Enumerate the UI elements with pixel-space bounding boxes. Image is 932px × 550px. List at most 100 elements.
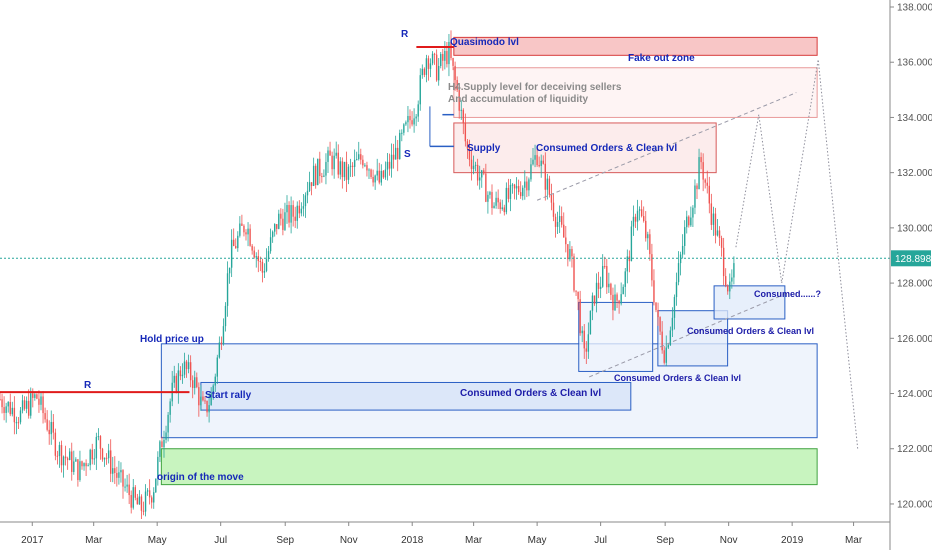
candle-body-328 xyxy=(671,317,674,331)
candle-body-82 xyxy=(167,414,169,433)
candle-body-155 xyxy=(317,158,319,186)
candle-body-31 xyxy=(62,456,65,466)
y-tick-label-8: 136.000 xyxy=(897,58,932,69)
y-tick-label-4: 128.000 xyxy=(897,279,932,290)
candle-body-116 xyxy=(237,235,239,249)
x-tick-label-9: Jul xyxy=(594,535,607,546)
candle-body-39 xyxy=(79,461,81,480)
candle-body-256 xyxy=(524,181,526,188)
candle-body-317 xyxy=(649,234,651,255)
candle-body-312 xyxy=(638,209,641,211)
candle-body-166 xyxy=(339,161,341,175)
candle-body-255 xyxy=(522,187,524,197)
candle-body-247 xyxy=(505,187,508,213)
candle-body-21 xyxy=(42,396,44,414)
candle-body-251 xyxy=(513,184,516,189)
candle-body-250 xyxy=(511,184,514,186)
candle-body-24 xyxy=(48,429,50,435)
candle-body-93 xyxy=(189,362,192,381)
candle-body-349 xyxy=(714,213,717,236)
candle-body-242 xyxy=(495,197,497,206)
candle-body-117 xyxy=(239,223,241,236)
candle-body-190 xyxy=(388,161,391,169)
candle-body-254 xyxy=(520,192,522,197)
candle-body-198 xyxy=(405,122,407,125)
candle-body-315 xyxy=(645,220,647,239)
hold-price-label: Hold price up xyxy=(140,334,204,345)
candle-body-98 xyxy=(200,396,202,406)
r-top-label: R xyxy=(401,29,409,40)
candle-body-35 xyxy=(71,451,73,472)
candle-body-199 xyxy=(407,116,409,123)
candle-body-141 xyxy=(288,205,290,223)
candle-body-140 xyxy=(286,205,288,213)
candle-body-64 xyxy=(130,495,132,508)
s-top-label: S xyxy=(404,149,411,160)
candle-body-111 xyxy=(226,273,229,306)
candle-body-100 xyxy=(204,400,206,402)
candle-body-193 xyxy=(394,147,397,160)
consumed-1-label: Consumed Orders & Clean lvl xyxy=(614,373,741,383)
y-tick-label-5: 130.000 xyxy=(897,223,932,234)
candle-body-74 xyxy=(151,497,153,503)
candle-body-65 xyxy=(132,487,134,508)
candle-body-258 xyxy=(528,179,530,191)
candle-body-226 xyxy=(462,109,464,124)
consumed-2-label: Consumed Orders & Clean lvl xyxy=(687,326,814,336)
candle-body-41 xyxy=(83,463,85,467)
candle-body-184 xyxy=(376,170,378,176)
candle-body-229 xyxy=(468,148,471,160)
candle-body-185 xyxy=(378,170,380,183)
candle-body-145 xyxy=(296,205,298,221)
candle-body-102 xyxy=(208,405,210,413)
r-left-label: R xyxy=(84,380,92,391)
candle-body-318 xyxy=(651,254,653,281)
candle-body-67 xyxy=(136,497,139,505)
candle-body-355 xyxy=(727,285,729,292)
candle-body-92 xyxy=(187,362,190,370)
candle-body-181 xyxy=(370,169,372,177)
candle-body-252 xyxy=(515,186,518,189)
candle-body-183 xyxy=(374,175,376,183)
candle-body-59 xyxy=(120,470,122,473)
candle-body-237 xyxy=(485,173,487,202)
candle-body-17 xyxy=(34,394,36,398)
candle-body-267 xyxy=(546,178,549,190)
h4-label-line1: H4.Supply level for deceiving sellers xyxy=(448,82,622,93)
h4-label-line2: And accumulation of liquidity xyxy=(448,94,588,105)
candle-body-114 xyxy=(233,239,235,246)
candle-body-273 xyxy=(558,216,561,222)
candle-body-266 xyxy=(544,163,546,190)
candle-body-197 xyxy=(403,124,405,133)
candle-body-189 xyxy=(386,161,389,170)
candle-body-101 xyxy=(206,400,208,413)
candle-body-207 xyxy=(423,68,426,75)
candle-body-71 xyxy=(144,491,147,512)
candle-body-238 xyxy=(487,194,489,202)
x-tick-label-12: 2019 xyxy=(781,535,804,546)
candle-body-26 xyxy=(52,421,54,433)
candle-body-310 xyxy=(634,216,637,222)
consumed-3-label: Consumed......? xyxy=(754,289,821,299)
candle-body-202 xyxy=(413,118,415,125)
candle-body-353 xyxy=(722,247,725,277)
candle-body-304 xyxy=(622,286,624,295)
candle-body-73 xyxy=(148,490,151,498)
candle-body-201 xyxy=(411,120,413,125)
candle-body-253 xyxy=(517,186,520,193)
candle-body-221 xyxy=(452,58,454,66)
candle-body-249 xyxy=(509,184,512,199)
candle-body-108 xyxy=(220,342,223,345)
candle-body-223 xyxy=(456,80,458,91)
candle-body-105 xyxy=(214,376,216,386)
candle-body-340 xyxy=(696,185,698,190)
candle-body-324 xyxy=(663,350,665,363)
candle-body-48 xyxy=(97,436,100,438)
candle-body-167 xyxy=(341,161,344,178)
candle-body-344 xyxy=(704,179,706,183)
candle-body-83 xyxy=(169,401,171,415)
candle-body-259 xyxy=(530,164,532,180)
candle-body-214 xyxy=(438,65,440,81)
candle-body-274 xyxy=(561,216,563,225)
